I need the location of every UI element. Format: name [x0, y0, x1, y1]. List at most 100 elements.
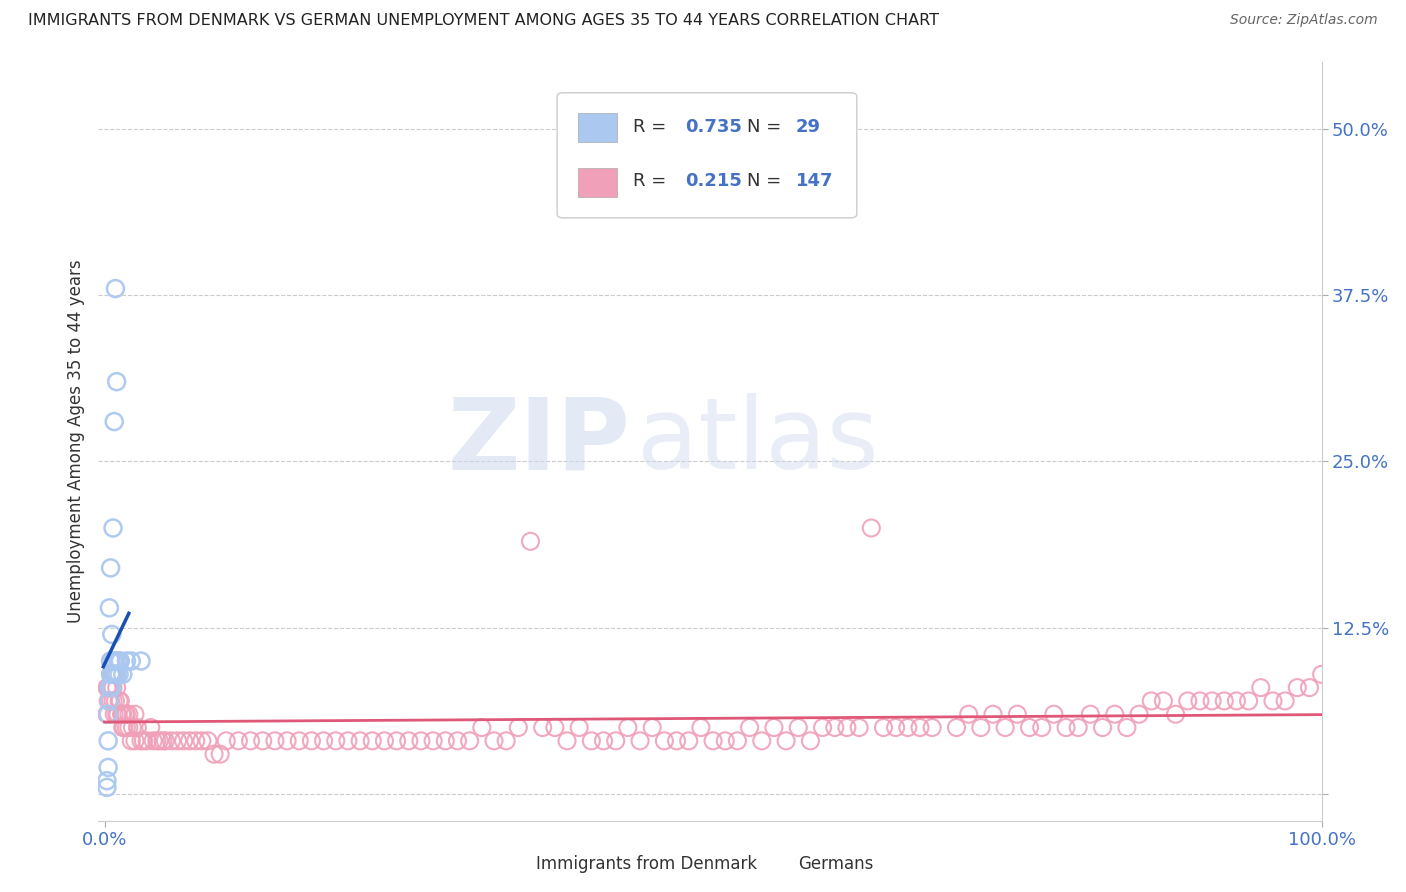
Point	[422, 734, 444, 748]
Point	[110, 694, 132, 708]
Point	[1043, 707, 1066, 722]
Point	[1177, 694, 1199, 708]
Point	[775, 734, 797, 748]
FancyBboxPatch shape	[765, 855, 792, 876]
Text: R =: R =	[633, 172, 672, 191]
Point	[1067, 721, 1090, 735]
Point	[111, 667, 134, 681]
Point	[349, 734, 371, 748]
Point	[872, 721, 894, 735]
Point	[110, 654, 132, 668]
Point	[1274, 694, 1296, 708]
Point	[129, 734, 152, 748]
Point	[129, 654, 152, 668]
Point	[120, 654, 142, 668]
Point	[96, 780, 118, 795]
Point	[690, 721, 713, 735]
Point	[276, 734, 298, 748]
Point	[105, 375, 128, 389]
Point	[110, 707, 132, 722]
FancyBboxPatch shape	[502, 855, 529, 876]
Point	[100, 654, 122, 668]
Point	[581, 734, 603, 748]
Point	[299, 734, 322, 748]
Point	[97, 681, 120, 695]
Point	[835, 721, 858, 735]
Text: 0.215: 0.215	[686, 172, 742, 191]
Point	[155, 734, 177, 748]
Point	[654, 734, 676, 748]
Point	[1261, 694, 1284, 708]
Point	[103, 707, 125, 722]
Point	[101, 694, 124, 708]
Point	[702, 734, 724, 748]
Point	[373, 734, 395, 748]
Point	[799, 734, 821, 748]
Point	[1104, 707, 1126, 722]
Point	[1250, 681, 1272, 695]
Point	[148, 734, 170, 748]
Point	[103, 667, 125, 681]
Point	[1237, 694, 1260, 708]
Point	[1007, 707, 1029, 722]
FancyBboxPatch shape	[578, 168, 617, 196]
Point	[495, 734, 517, 748]
Point	[97, 694, 120, 708]
Point	[101, 681, 124, 695]
Point	[179, 734, 201, 748]
Point	[108, 694, 131, 708]
Point	[970, 721, 993, 735]
Point	[101, 521, 124, 535]
Point	[1054, 721, 1077, 735]
Point	[132, 734, 155, 748]
Point	[945, 721, 967, 735]
Point	[1152, 694, 1174, 708]
Point	[100, 561, 122, 575]
Text: N =: N =	[747, 172, 787, 191]
Point	[115, 707, 138, 722]
FancyBboxPatch shape	[578, 113, 617, 142]
Point	[101, 667, 124, 681]
Point	[103, 415, 125, 429]
Point	[665, 734, 688, 748]
Point	[1018, 721, 1040, 735]
Point	[98, 681, 121, 695]
Point	[108, 667, 131, 681]
Point	[325, 734, 347, 748]
Point	[1091, 721, 1114, 735]
Point	[104, 282, 127, 296]
Point	[152, 734, 174, 748]
Point	[111, 721, 134, 735]
Point	[458, 734, 481, 748]
Point	[101, 667, 124, 681]
Point	[146, 734, 169, 748]
Point	[398, 734, 420, 748]
Point	[120, 734, 142, 748]
Point	[118, 721, 141, 735]
Point	[1310, 667, 1333, 681]
Point	[142, 734, 165, 748]
Text: atlas: atlas	[637, 393, 879, 490]
Point	[434, 734, 457, 748]
Point	[121, 721, 143, 735]
FancyBboxPatch shape	[557, 93, 856, 218]
Point	[592, 734, 614, 748]
Point	[105, 707, 128, 722]
Point	[228, 734, 250, 748]
Point	[288, 734, 311, 748]
Point	[336, 734, 359, 748]
Point	[1164, 707, 1187, 722]
Point	[96, 707, 118, 722]
Point	[1031, 721, 1053, 735]
Point	[824, 721, 846, 735]
Point	[981, 707, 1004, 722]
Point	[209, 747, 232, 761]
Point	[508, 721, 530, 735]
Point	[100, 667, 122, 681]
Text: N =: N =	[747, 118, 787, 136]
Point	[101, 667, 124, 681]
Point	[628, 734, 651, 748]
Point	[725, 734, 748, 748]
Point	[1188, 694, 1211, 708]
Point	[1225, 694, 1247, 708]
